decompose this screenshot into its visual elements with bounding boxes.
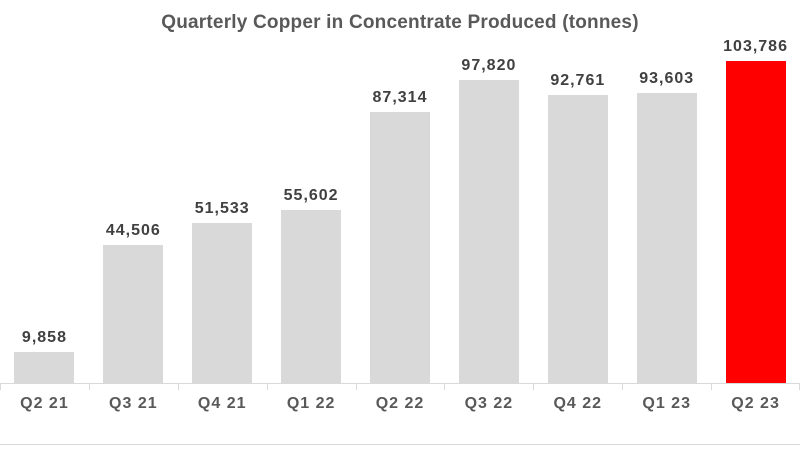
bar-value-label: 93,603 — [639, 70, 695, 87]
x-axis-category-label: Q2 23 — [731, 395, 780, 412]
bar-value-label: 97,820 — [461, 57, 517, 74]
bar-value-label: 51,533 — [194, 200, 250, 217]
bar-value-label: 103,786 — [723, 38, 788, 55]
bar-highlighted — [725, 61, 786, 383]
bar — [103, 245, 164, 383]
x-axis-category-label: Q3 21 — [109, 395, 158, 412]
x-axis-tick — [711, 384, 712, 390]
bar — [281, 210, 342, 383]
x-axis-category-label: Q2 22 — [375, 395, 425, 412]
x-axis-tick — [0, 384, 1, 390]
bar — [192, 223, 253, 383]
bar — [547, 95, 608, 383]
x-axis-category-label: Q2 21 — [20, 395, 69, 412]
x-axis-category-label: Q4 22 — [553, 395, 603, 412]
x-axis-tick — [89, 384, 90, 390]
bar-column: 103,786 — [711, 0, 800, 383]
x-axis-line — [0, 383, 800, 384]
bar-column: 97,820 — [444, 0, 533, 383]
bar-column: 51,533 — [178, 0, 267, 383]
x-axis-tick — [356, 384, 357, 390]
x-axis-category-label: Q1 23 — [642, 395, 691, 412]
bar — [370, 112, 430, 383]
x-axis-category-label: Q3 22 — [464, 395, 514, 412]
bar — [636, 93, 697, 383]
x-axis-category-label: Q4 21 — [197, 395, 247, 412]
bar-column: 9,858 — [0, 0, 89, 383]
bottom-divider — [0, 444, 800, 445]
chart-title: Quarterly Copper in Concentrate Produced… — [161, 12, 639, 33]
bar-column: 92,761 — [533, 0, 622, 383]
x-axis-label-row: Q2 21 Q3 21 Q4 21 Q1 22 Q2 22 Q3 22 Q4 22 Q1 23… — [0, 393, 800, 415]
bar-column: 87,314 — [356, 0, 445, 383]
bar — [14, 352, 75, 383]
plot-area: 9,858 44,506 51,533 55,602 87,314 97,820 92,76… — [0, 0, 800, 383]
x-axis-tick — [267, 384, 268, 390]
bar — [458, 80, 519, 383]
x-axis-category-label: Q1 22 — [286, 395, 336, 412]
bar-value-label: 92,761 — [550, 72, 606, 89]
bar-column: 55,602 — [267, 0, 356, 383]
bar-column: 93,603 — [622, 0, 711, 383]
bar-column: 44,506 — [89, 0, 178, 383]
x-axis-tick — [444, 384, 445, 390]
bar-value-label: 44,506 — [105, 222, 161, 239]
bar-value-label: 55,602 — [283, 187, 339, 204]
bar-value-label: 9,858 — [21, 329, 67, 346]
bar-value-label: 87,314 — [372, 89, 428, 106]
x-axis-tick — [533, 384, 534, 390]
x-axis-tick — [178, 384, 179, 390]
x-axis-tick — [622, 384, 623, 390]
